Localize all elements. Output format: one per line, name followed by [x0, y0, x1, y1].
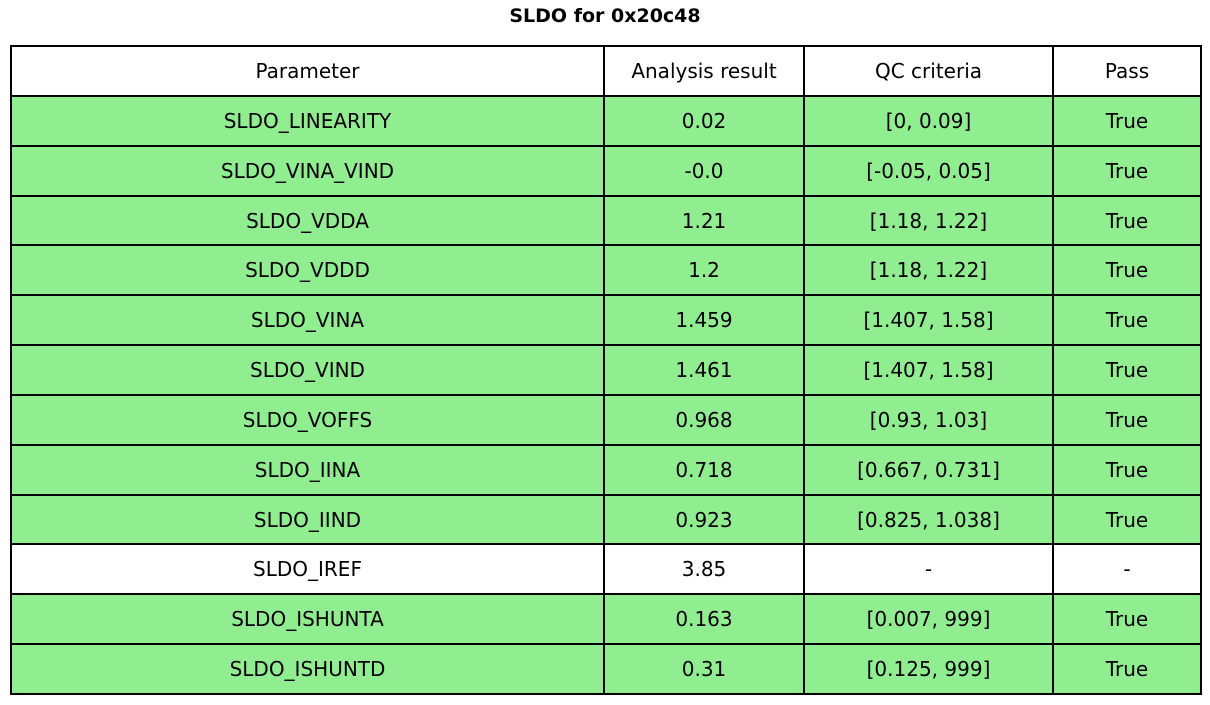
cell-parameter: SLDO_VINA_VIND	[10, 144, 605, 197]
cell-pass: True	[1052, 593, 1202, 646]
qc-table: Parameter Analysis result QC criteria Pa…	[10, 45, 1202, 695]
header-row: Parameter Analysis result QC criteria Pa…	[10, 45, 1202, 97]
cell-pass: True	[1052, 144, 1202, 197]
cell-qc-criteria: [0.007, 999]	[803, 593, 1054, 646]
cell-qc-criteria: [1.18, 1.22]	[803, 194, 1054, 247]
col-header-qc-criteria: QC criteria	[803, 45, 1054, 97]
cell-analysis-result: 1.2	[603, 244, 805, 297]
cell-qc-criteria: [0.667, 0.731]	[803, 443, 1054, 496]
cell-qc-criteria: [1.18, 1.22]	[803, 244, 1054, 297]
cell-qc-criteria: -	[803, 543, 1054, 596]
chart-title: SLDO for 0x20c48	[509, 5, 701, 27]
cell-parameter: SLDO_VINA	[10, 294, 605, 347]
cell-qc-criteria: [1.407, 1.58]	[803, 344, 1054, 396]
table-row: SLDO_IINA 0.718 [0.667, 0.731] True	[10, 443, 1202, 496]
cell-qc-criteria: [0.125, 999]	[803, 643, 1054, 695]
cell-qc-criteria: [0, 0.09]	[803, 95, 1054, 147]
cell-parameter: SLDO_IREF	[10, 543, 605, 596]
cell-qc-criteria: [1.407, 1.58]	[803, 294, 1054, 347]
cell-analysis-result: 1.21	[603, 194, 805, 247]
col-header-analysis-result: Analysis result	[603, 45, 805, 97]
cell-qc-criteria: [0.825, 1.038]	[803, 493, 1054, 546]
col-header-parameter: Parameter	[10, 45, 605, 97]
table-row: SLDO_ISHUNTA 0.163 [0.007, 999] True	[10, 593, 1202, 646]
table-row: SLDO_VOFFS 0.968 [0.93, 1.03] True	[10, 393, 1202, 446]
cell-pass: True	[1052, 244, 1202, 297]
cell-analysis-result: 0.02	[603, 95, 805, 147]
table-body: SLDO_LINEARITY 0.02 [0, 0.09] True SLDO_VINA…	[10, 95, 1202, 695]
cell-parameter: SLDO_VDDD	[10, 244, 605, 297]
cell-analysis-result: -0.0	[603, 144, 805, 197]
table-row: SLDO_VINA 1.459 [1.407, 1.58] True	[10, 294, 1202, 347]
cell-parameter: SLDO_ISHUNTD	[10, 643, 605, 695]
cell-pass: True	[1052, 194, 1202, 247]
cell-parameter: SLDO_VDDA	[10, 194, 605, 247]
table-row: SLDO_LINEARITY 0.02 [0, 0.09] True	[10, 95, 1202, 147]
cell-pass: True	[1052, 344, 1202, 396]
cell-analysis-result: 0.163	[603, 593, 805, 646]
table-row: SLDO_IIND 0.923 [0.825, 1.038] True	[10, 493, 1202, 546]
cell-analysis-result: 1.459	[603, 294, 805, 347]
cell-parameter: SLDO_LINEARITY	[10, 95, 605, 147]
cell-pass: True	[1052, 294, 1202, 347]
cell-analysis-result: 0.31	[603, 643, 805, 695]
cell-analysis-result: 3.85	[603, 543, 805, 596]
cell-qc-criteria: [0.93, 1.03]	[803, 393, 1054, 446]
cell-qc-criteria: [-0.05, 0.05]	[803, 144, 1054, 197]
cell-pass: True	[1052, 393, 1202, 446]
cell-parameter: SLDO_VIND	[10, 344, 605, 396]
cell-analysis-result: 0.923	[603, 493, 805, 546]
table-row: SLDO_ISHUNTD 0.31 [0.125, 999] True	[10, 643, 1202, 695]
cell-pass: True	[1052, 95, 1202, 147]
cell-parameter: SLDO_ISHUNTA	[10, 593, 605, 646]
cell-parameter: SLDO_VOFFS	[10, 393, 605, 446]
cell-analysis-result: 0.718	[603, 443, 805, 496]
table-row: SLDO_VINA_VIND -0.0 [-0.05, 0.05] True	[10, 144, 1202, 197]
table-row: SLDO_IREF 3.85- -	[10, 543, 1202, 596]
cell-analysis-result: 1.461	[603, 344, 805, 396]
cell-pass: True	[1052, 443, 1202, 496]
cell-pass: True	[1052, 493, 1202, 546]
col-header-pass: Pass	[1052, 45, 1202, 97]
cell-parameter: SLDO_IIND	[10, 493, 605, 546]
cell-parameter: SLDO_IINA	[10, 443, 605, 496]
cell-pass: True	[1052, 643, 1202, 695]
cell-pass: -	[1052, 543, 1202, 596]
table-row: SLDO_VDDD 1.2 [1.18, 1.22] True	[10, 244, 1202, 297]
table-row: SLDO_VDDA 1.21 [1.18, 1.22] True	[10, 194, 1202, 247]
table-row: SLDO_VIND 1.461 [1.407, 1.58] True	[10, 344, 1202, 396]
cell-analysis-result: 0.968	[603, 393, 805, 446]
